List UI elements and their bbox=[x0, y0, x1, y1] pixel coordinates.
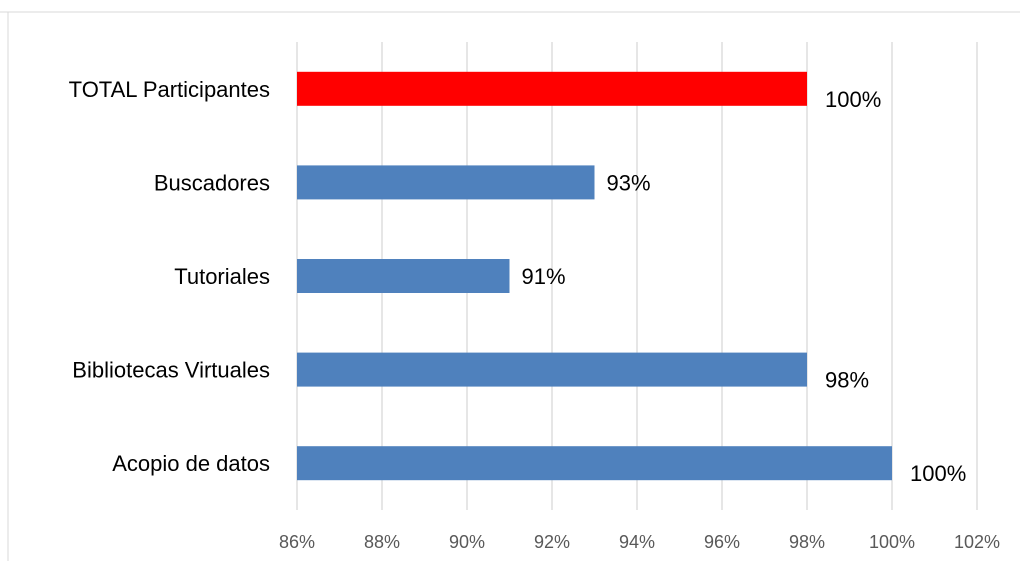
x-tick-label: 100% bbox=[869, 532, 915, 552]
category-label: Acopio de datos bbox=[112, 451, 270, 476]
x-tick-label: 102% bbox=[954, 532, 1000, 552]
x-tick-label: 98% bbox=[789, 532, 825, 552]
x-tick-labels: 86% 88% 90% 92% 94% 96% 98% 100% 102% bbox=[279, 532, 1000, 552]
bar-series bbox=[297, 352, 807, 387]
category-label: TOTAL Participantes bbox=[69, 77, 270, 102]
x-tick-label: 94% bbox=[619, 532, 655, 552]
category-label: Bibliotecas Virtuales bbox=[72, 358, 270, 383]
x-tick-label: 88% bbox=[364, 532, 400, 552]
x-tick-label: 96% bbox=[704, 532, 740, 552]
bar-series bbox=[297, 259, 510, 293]
data-label: 93% bbox=[607, 170, 651, 195]
category-labels: TOTAL Participantes Buscadores Tutoriales B… bbox=[69, 77, 270, 476]
bar-highlight bbox=[297, 71, 807, 106]
x-tick-label: 86% bbox=[279, 532, 315, 552]
data-label: 100% bbox=[825, 87, 881, 112]
category-label: Buscadores bbox=[154, 170, 270, 195]
x-tick-label: 92% bbox=[534, 532, 570, 552]
bars bbox=[297, 71, 892, 481]
data-label: 98% bbox=[825, 368, 869, 393]
category-label: Tutoriales bbox=[174, 264, 270, 289]
bar-series bbox=[297, 165, 595, 200]
data-labels: 100% 93% 91% 98% 100% bbox=[522, 87, 967, 486]
data-label: 91% bbox=[522, 264, 566, 289]
data-label: 100% bbox=[910, 461, 966, 486]
bar-series bbox=[297, 446, 892, 481]
x-tick-label: 90% bbox=[449, 532, 485, 552]
